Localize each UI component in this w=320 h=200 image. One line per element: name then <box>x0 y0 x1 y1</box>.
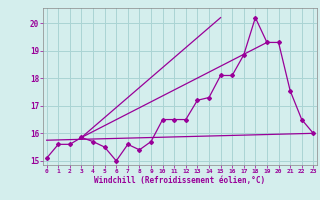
X-axis label: Windchill (Refroidissement éolien,°C): Windchill (Refroidissement éolien,°C) <box>94 176 266 185</box>
